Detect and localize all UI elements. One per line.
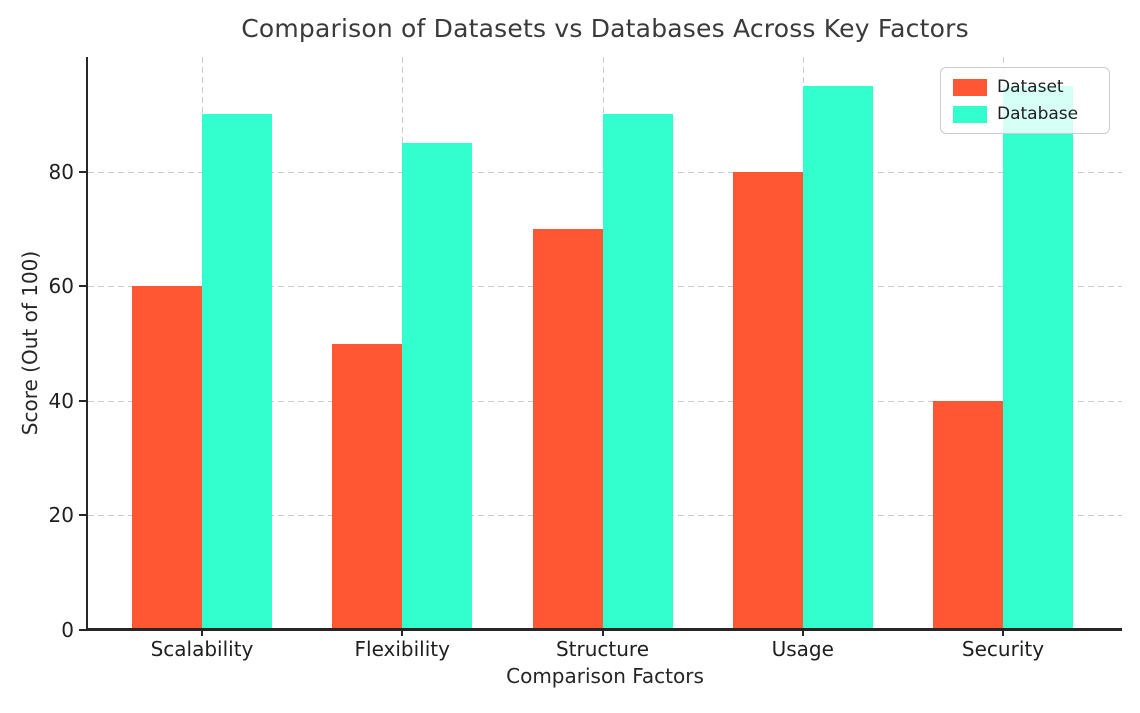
x-tick-label-flexibility: Flexibility [354,637,450,661]
bar-database-structure [602,114,673,630]
legend-label-database: Database [997,104,1079,124]
x-tick-mark-security [1002,630,1004,636]
y-axis-line [86,57,88,630]
x-tick-label-scalability: Scalability [150,637,254,661]
x-tick-mark-structure [601,630,604,636]
y-tick-mark-80 [79,170,86,173]
y-tick-label-20: 20 [48,503,74,528]
x-tick-mark-usage [801,630,804,636]
x-tick-label-structure: Structure [555,637,650,661]
bar-dataset-structure [532,228,603,630]
chart-title: Comparison of Datasets vs Databases Acro… [241,14,969,43]
bar-dataset-scalability [132,286,202,630]
bar-dataset-security [933,400,1003,630]
y-tick-label-0: 0 [61,618,74,642]
plot-area [86,57,1122,631]
y-tick-mark-20 [79,514,86,517]
y-tick-mark-40 [79,399,86,402]
x-tick-label-usage: Usage [771,637,834,661]
legend: Dataset Database [940,67,1110,134]
x-axis-line [86,628,1122,631]
bar-database-flexibility [402,142,473,630]
y-tick-label-80: 80 [48,159,74,184]
bar-dataset-flexibility [332,343,403,630]
bar-database-security [1003,85,1073,630]
database-color-swatch [953,105,987,123]
x-axis-label: Comparison Factors [506,664,704,688]
bar-database-scalability [202,114,272,630]
bar-dataset-usage [732,171,803,630]
y-tick-mark-0 [79,629,86,631]
legend-item-database: Database [953,104,1097,124]
x-tick-mark-flexibility [401,630,404,636]
x-tick-label-security: Security [961,637,1045,661]
y-tick-label-40: 40 [48,388,74,413]
dataset-color-swatch [953,78,987,96]
y-tick-mark-60 [79,285,86,288]
y-tick-label-60: 60 [48,274,74,299]
x-tick-mark-scalability [201,630,203,636]
legend-item-dataset: Dataset [953,77,1097,97]
legend-label-dataset: Dataset [997,77,1064,97]
bar-database-usage [802,85,873,630]
